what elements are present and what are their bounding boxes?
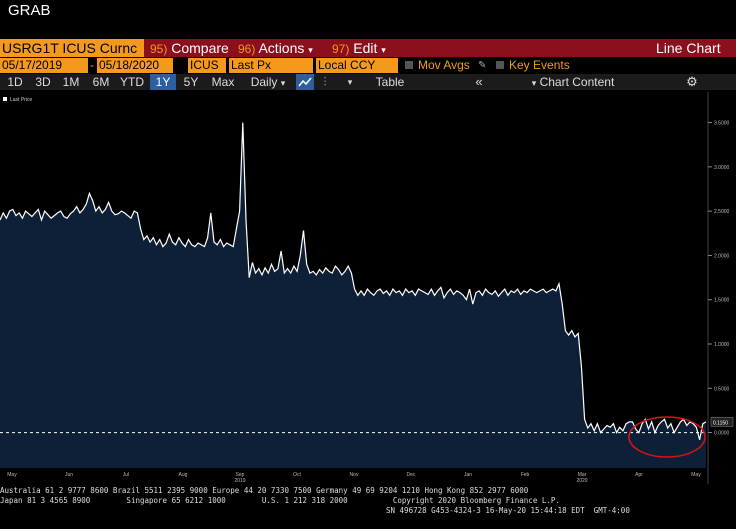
x-tick-label-2: Jul bbox=[123, 472, 129, 478]
view-name: Line Chart bbox=[656, 40, 721, 56]
y-tick-label-2.5000: 2.5000 bbox=[714, 209, 730, 215]
field-select[interactable]: Last Px bbox=[229, 58, 313, 73]
footer-line-3: SN 496728 G453-4324-3 16-May-20 15:44:18… bbox=[386, 506, 630, 515]
x-tick-label-3: Aug bbox=[179, 472, 188, 478]
frequency-label: Daily bbox=[250, 75, 278, 89]
y-tick-label-0.5000: 0.5000 bbox=[714, 386, 730, 392]
actions-label: Actions bbox=[258, 40, 305, 56]
range-button-3d[interactable]: 3D bbox=[35, 75, 51, 89]
range-button-5y[interactable]: 5Y bbox=[183, 75, 199, 89]
compare-label: Compare bbox=[171, 40, 229, 56]
compare-num: 95) bbox=[150, 42, 168, 56]
chart-content-button[interactable]: ▾ Chart Content bbox=[528, 74, 618, 90]
key-events-checkbox[interactable] bbox=[496, 61, 504, 69]
x-tick-label-9: Feb bbox=[521, 472, 530, 478]
y-tick-label-0.0000: 0.0000 bbox=[714, 431, 730, 437]
toolbar bbox=[0, 39, 736, 57]
actions-dropdown-icon: ▾ bbox=[308, 45, 313, 55]
edit-num: 97) bbox=[332, 42, 350, 56]
page-title: GRAB bbox=[8, 2, 51, 19]
x-tick-label-0: May bbox=[7, 472, 17, 478]
legend-swatch bbox=[3, 97, 7, 101]
key-events-label: Key Events bbox=[509, 58, 570, 72]
legend-label: Last Price bbox=[10, 97, 32, 103]
frequency-dropdown-icon: ▾ bbox=[280, 78, 286, 88]
price-line bbox=[0, 122, 707, 440]
gear-icon[interactable]: ⚙ bbox=[686, 74, 698, 89]
last-value-label: 0.1150 bbox=[713, 420, 728, 426]
range-button-6m[interactable]: 6M bbox=[92, 75, 110, 89]
x-tick-label-10: Mar bbox=[578, 472, 587, 478]
edit-dropdown-icon: ▾ bbox=[381, 45, 386, 55]
year-label-2020: 2020 bbox=[576, 478, 587, 484]
chart-type-dropdown-icon[interactable]: ▾ bbox=[347, 77, 353, 87]
x-tick-label-1: Jun bbox=[65, 472, 73, 478]
x-tick-label-11: Apr bbox=[635, 472, 643, 478]
edit-button[interactable]: 97) Edit ▾ bbox=[332, 39, 386, 57]
compare-button[interactable]: 95) Compare bbox=[150, 39, 229, 57]
table-button[interactable]: Table bbox=[375, 75, 405, 89]
actions-button[interactable]: 96) Actions ▾ bbox=[238, 39, 313, 57]
line-chart-icon-graphic bbox=[298, 77, 312, 87]
annotation-circle bbox=[628, 416, 706, 458]
frequency-select[interactable]: Daily ▾ bbox=[245, 74, 291, 90]
footer-line-1: Australia 61 2 9777 8600 Brazil 5511 239… bbox=[0, 486, 529, 495]
date-separator: - bbox=[90, 58, 94, 72]
y-tick-label-2.0000: 2.0000 bbox=[714, 253, 730, 259]
source-input[interactable]: ICUS bbox=[188, 58, 226, 73]
mov-avgs-checkbox[interactable] bbox=[405, 61, 413, 69]
range-button-1y[interactable]: 1Y bbox=[150, 74, 176, 90]
line-chart-icon[interactable] bbox=[296, 74, 314, 90]
year-label-2019: 2019 bbox=[234, 478, 245, 484]
y-tick-label-3.0000: 3.0000 bbox=[714, 165, 730, 171]
ticker-field[interactable]: USRG1T ICUS Curnc bbox=[0, 39, 144, 57]
chart-content-label: Chart Content bbox=[539, 75, 615, 89]
actions-num: 96) bbox=[238, 42, 256, 56]
edit-label: Edit bbox=[353, 40, 378, 56]
start-date-input[interactable]: 05/17/2019 bbox=[0, 58, 88, 73]
last-value-badge bbox=[710, 417, 734, 427]
range-button-1d[interactable]: 1D bbox=[7, 75, 23, 89]
x-tick-label-5: Oct bbox=[293, 472, 301, 478]
x-tick-label-7: Dec bbox=[407, 472, 416, 478]
collapse-icon[interactable]: « bbox=[475, 74, 483, 89]
end-date-input[interactable]: 05/18/2020 bbox=[97, 58, 173, 73]
line-chart: 3.5000 3.0000 2.5000 2.0000 1.5000 1.0000 0.50… bbox=[0, 92, 736, 484]
footer: Australia 61 2 9777 8600 Brazil 5511 239… bbox=[0, 486, 736, 516]
y-tick-label-3.5000: 3.5000 bbox=[714, 121, 730, 127]
mov-avgs-label: Mov Avgs bbox=[418, 58, 470, 72]
pencil-icon[interactable]: ✎ bbox=[478, 60, 487, 71]
candle-chart-icon[interactable]: ⫶ bbox=[323, 75, 327, 89]
range-button-ytd[interactable]: YTD bbox=[120, 75, 144, 89]
area-fill bbox=[0, 122, 706, 468]
chart-content-dropdown-icon: ▾ bbox=[531, 78, 537, 88]
range-row bbox=[0, 74, 736, 90]
range-button-1m[interactable]: 1M bbox=[62, 75, 80, 89]
currency-select[interactable]: Local CCY bbox=[316, 58, 398, 73]
y-tick-label-1.5000: 1.5000 bbox=[714, 298, 730, 304]
x-tick-label-4: Sep bbox=[236, 472, 245, 478]
x-tick-label-12: May bbox=[691, 472, 701, 478]
x-tick-label-6: Nov bbox=[350, 472, 359, 478]
x-tick-label-8: Jan bbox=[464, 472, 472, 478]
y-tick-label-1.0000: 1.0000 bbox=[714, 342, 730, 348]
footer-line-2: Japan 81 3 4565 8900 Singapore 65 6212 1… bbox=[0, 496, 560, 505]
range-button-max[interactable]: Max bbox=[211, 75, 235, 89]
